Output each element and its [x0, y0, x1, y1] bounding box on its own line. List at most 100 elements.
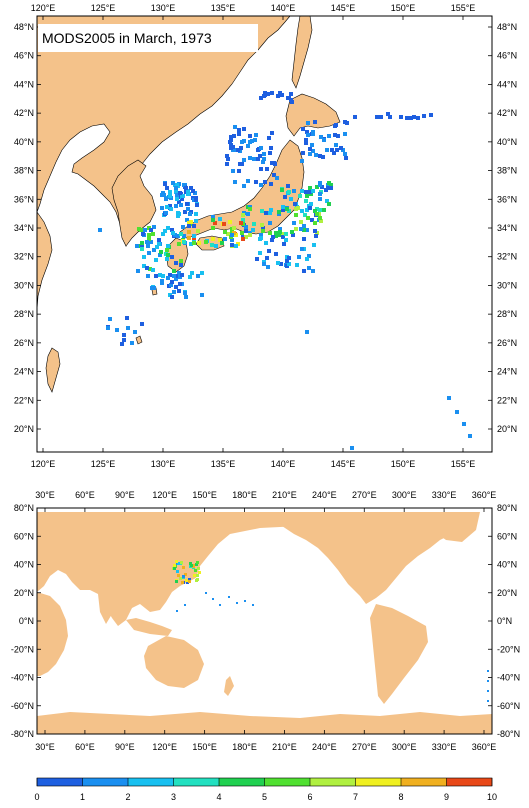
observation-cell — [225, 154, 229, 158]
top-longitude-label: 180°E — [232, 490, 257, 500]
observation-cell — [308, 152, 312, 156]
observation-cell — [265, 167, 269, 171]
observation-cell — [270, 91, 274, 95]
global-map: 30°E 60°E 90°E 120°E 150°E 180°E 210°E 240°E 270… — [11, 490, 520, 752]
observation-cell — [318, 192, 322, 196]
observation-cell — [232, 148, 236, 152]
observation-cell — [204, 240, 208, 244]
observation-cell — [276, 94, 280, 98]
top-longitude-label: 270°E — [352, 490, 377, 500]
colorbar-swatch — [310, 778, 356, 786]
observation-cell — [160, 281, 164, 285]
regional-right-labels: 48°N 46°N 44°N 42°N 40°N 38°N 36°N 34°N 32°N 30°N… — [497, 22, 517, 434]
observation-cell — [336, 134, 340, 138]
observation-cell — [158, 273, 162, 277]
observation-cell — [305, 194, 309, 198]
global-left-labels: 80°N 60°N 40°N 20°N 0°N -20°N -40°N -60°N -80°N — [11, 503, 34, 739]
observation-cell — [281, 205, 285, 209]
observation-cell — [181, 225, 185, 229]
bottom-longitude-label: 180°E — [232, 742, 257, 752]
observation-cell — [164, 197, 168, 201]
bottom-longitude-label: 210°E — [272, 742, 297, 752]
observation-cell — [152, 286, 156, 290]
colorbar-swatch — [401, 778, 447, 786]
colorbar-labels: 0 1 2 3 4 5 6 7 8 9 10 — [34, 778, 497, 802]
observation-cell — [311, 269, 315, 273]
observation-cell — [230, 238, 234, 242]
observation-cell — [258, 154, 262, 158]
colorbar-swatch — [173, 778, 219, 786]
observation-cell — [211, 215, 215, 219]
observation-cell — [318, 197, 322, 201]
observation-cell — [146, 244, 150, 248]
observation-cell — [185, 202, 189, 206]
observation-cell — [281, 232, 285, 236]
observation-cell — [192, 241, 196, 245]
observation-cell — [176, 570, 179, 573]
bottom-longitude-label: 30°E — [35, 742, 55, 752]
observation-cell — [312, 243, 316, 247]
observation-cell — [185, 579, 188, 582]
observation-cell — [152, 225, 156, 229]
observation-cell — [379, 115, 383, 119]
observation-cell — [294, 213, 298, 217]
global-right-labels: 80°N 60°N 40°N 20°N 0°N -20°N -40°N -60°N -80°N — [497, 503, 520, 739]
right-latitude-label: 36°N — [497, 194, 517, 204]
observation-cell — [305, 208, 309, 212]
observation-cell — [140, 247, 144, 251]
observation-cell — [242, 127, 246, 131]
left-latitude-label: 24°N — [14, 367, 34, 377]
antarctica — [37, 712, 492, 734]
map-title: MODS2005 in March, 1973 — [42, 30, 212, 46]
observation-cell — [298, 194, 302, 198]
observation-cell — [289, 92, 293, 96]
colorbar-label: 5 — [262, 792, 267, 802]
observation-cell — [260, 209, 264, 213]
top-longitude-label: 240°E — [312, 490, 337, 500]
observation-cell — [236, 602, 238, 604]
observation-cell — [318, 216, 322, 220]
observation-cell — [287, 190, 291, 194]
observation-cell — [142, 255, 146, 259]
observation-cell — [275, 176, 279, 180]
observation-cell — [285, 259, 289, 263]
observation-cell — [284, 238, 288, 242]
observation-cell — [308, 186, 312, 190]
observation-cell — [136, 269, 140, 273]
observation-cell — [265, 256, 269, 260]
observation-cell — [447, 396, 451, 400]
left-latitude-label: 20°N — [14, 588, 34, 598]
top-longitude-label: 120°E — [31, 3, 56, 13]
observation-cell — [182, 183, 186, 187]
observation-cell — [322, 138, 326, 142]
observation-cell — [259, 146, 263, 150]
observation-cell — [186, 581, 189, 584]
bottom-longitude-label: 150°E — [192, 742, 217, 752]
observation-cell — [147, 251, 151, 255]
observation-cell — [200, 293, 204, 297]
observation-cell — [315, 212, 319, 216]
observation-cell — [254, 180, 258, 184]
bottom-longitude-label: 120°E — [31, 459, 56, 469]
new-zealand — [224, 676, 234, 696]
observation-cell — [405, 116, 409, 120]
observation-cell — [314, 153, 318, 157]
top-longitude-label: 130°E — [151, 3, 176, 13]
observation-cell — [190, 271, 194, 275]
observation-cell — [264, 241, 268, 245]
observation-cell — [318, 154, 322, 158]
right-latitude-label: 20°N — [497, 588, 517, 598]
bottom-longitude-label: 150°E — [391, 459, 416, 469]
right-latitude-label: 28°N — [497, 309, 517, 319]
observation-cell — [259, 96, 263, 100]
regional-observations — [98, 91, 472, 450]
observation-cell — [165, 248, 169, 252]
observation-cell — [306, 133, 310, 137]
observation-cell — [176, 234, 180, 238]
observation-cell — [200, 271, 204, 275]
observation-cell — [229, 135, 233, 139]
observation-cell — [184, 186, 188, 190]
observation-cell — [292, 221, 296, 225]
right-latitude-label: 44°N — [497, 79, 517, 89]
